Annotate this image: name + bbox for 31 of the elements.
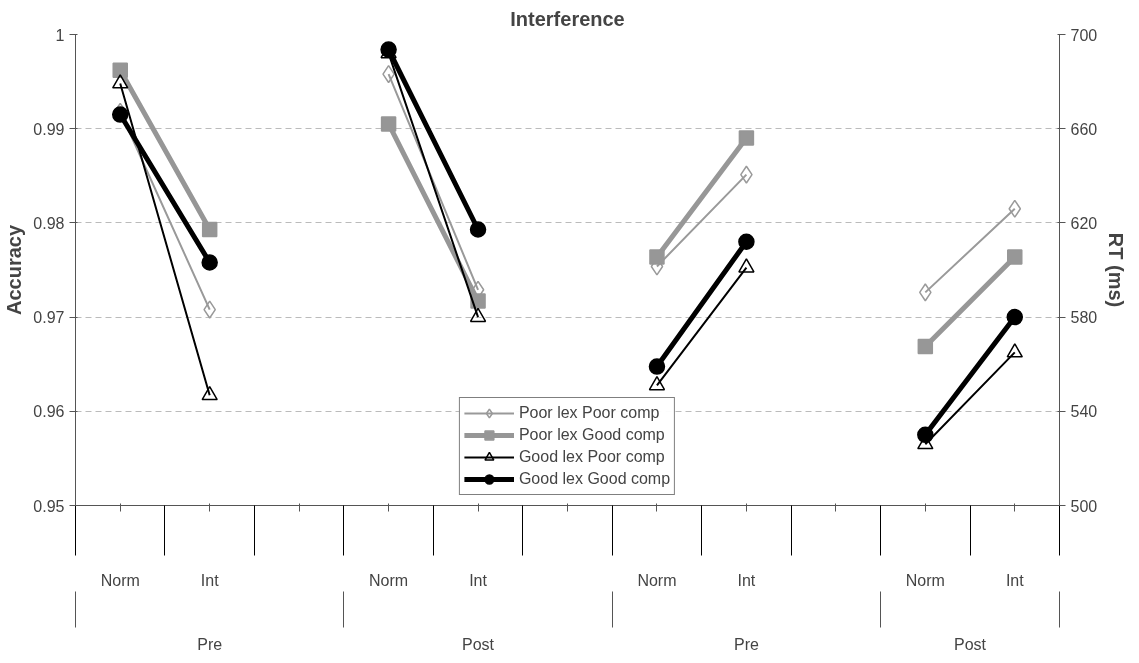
text: Post: [954, 635, 987, 653]
y2-tick-label: 660: [1070, 120, 1098, 138]
y2-tick-label: 620: [1070, 214, 1098, 232]
x-tick-label: Norm: [100, 571, 140, 589]
legend-label: Good lex Poor comp: [518, 447, 665, 467]
x-tick-label: Int: [737, 571, 756, 589]
x-tick-label: Int: [469, 571, 488, 589]
text: Pre: [733, 635, 759, 653]
y-tick-label: 0.98: [33, 214, 65, 232]
chart-title: Interference: [510, 7, 625, 30]
y-tick-label: 0.97: [33, 309, 65, 327]
y-tick-label: 0.95: [33, 497, 65, 515]
y2-tick-label: 700: [1070, 26, 1098, 44]
legend-label: Poor lex Good comp: [518, 425, 665, 445]
x-tick-label: Int: [200, 571, 220, 589]
x-tick-label: Norm: [637, 571, 677, 589]
x-tick-label: Norm: [369, 571, 409, 589]
text: Post: [462, 635, 495, 653]
y2-axis-title: RT (ms): [1105, 232, 1128, 308]
y2-tick-label: 580: [1070, 309, 1098, 327]
y-tick-label: 0.96: [33, 403, 65, 421]
y-tick-label: 0.99: [33, 120, 65, 138]
y2-tick-label: 500: [1070, 497, 1098, 515]
x-tick-label: Int: [1005, 571, 1025, 589]
legend-label: Poor lex Poor comp: [518, 403, 660, 423]
y2-tick-label: 540: [1070, 403, 1098, 421]
y-axis-title: Accuracy: [3, 224, 26, 316]
x-tick-label: Norm: [905, 571, 945, 589]
text: Pre: [197, 635, 223, 653]
legend-label: Good lex Good comp: [518, 469, 671, 489]
y-tick-label: 1: [55, 26, 65, 44]
